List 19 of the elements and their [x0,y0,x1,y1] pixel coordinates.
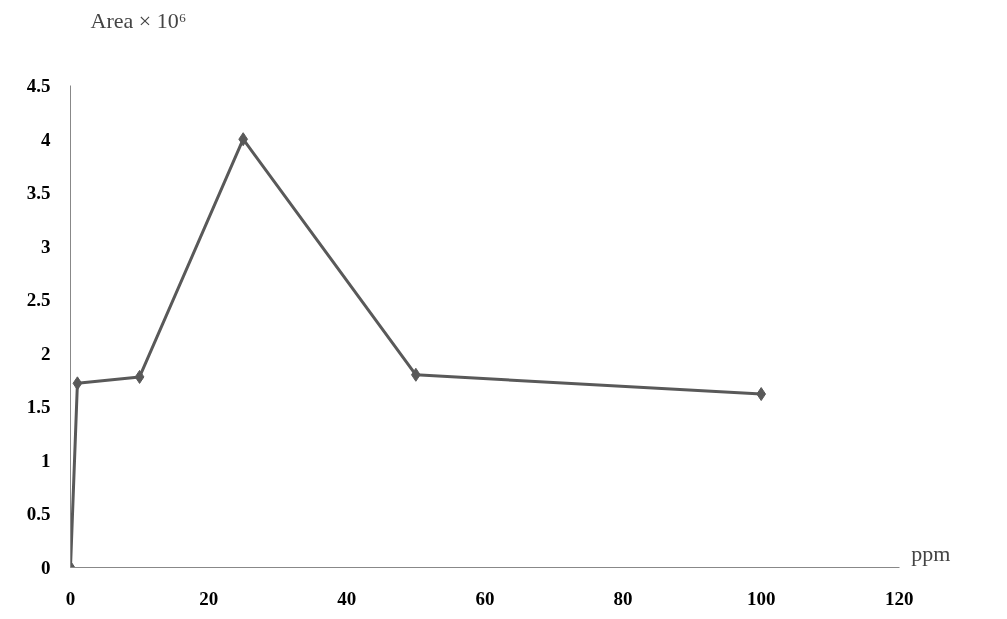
x-tick-label: 60 [475,587,495,609]
x-tick-label: 0 [65,587,76,609]
x-tick-label: 80 [613,587,633,609]
y-tick-label: 1 [41,449,51,471]
y-tick-label: 4.5 [26,75,51,97]
y-axis-title: Area × 10⁶ [90,7,187,33]
y-tick-label: 4 [41,128,51,150]
y-tick-label: 3 [41,235,51,257]
x-tick-label: 20 [199,587,219,609]
x-tick-label: 120 [885,587,914,609]
x-tick-label: 40 [337,587,357,609]
x-tick-label: 100 [746,587,776,609]
y-tick-label: 0.5 [26,503,51,525]
y-tick-label: 2.5 [26,289,51,311]
x-axis-title: ppm [911,540,951,566]
y-tick-label: 0 [41,557,51,578]
y-tick-label: 3.5 [26,182,51,204]
y-tick-label: 1.5 [26,396,51,418]
y-tick-label: 2 [41,342,51,364]
